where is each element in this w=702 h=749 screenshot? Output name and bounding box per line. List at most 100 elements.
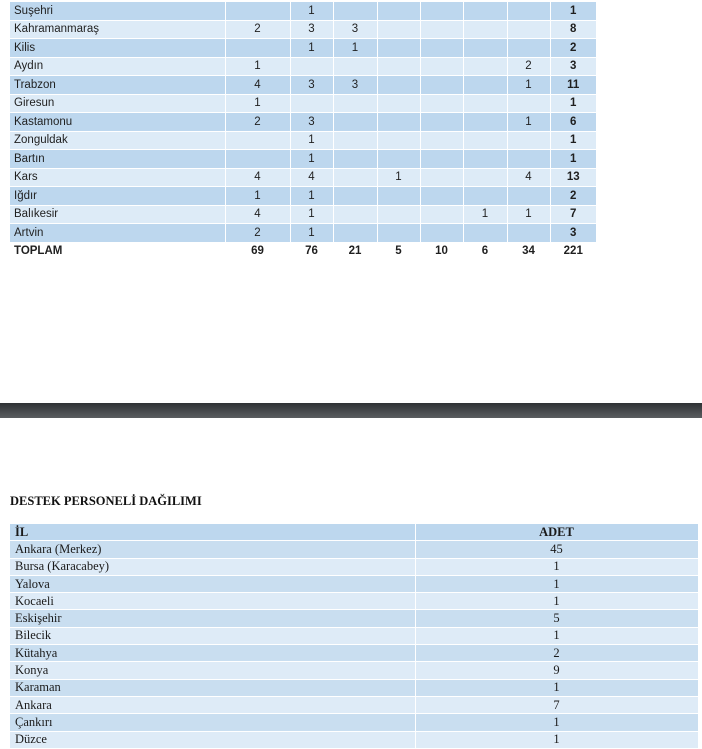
- table-row: Suşehri 1 1: [10, 2, 597, 21]
- value-cell: 1: [507, 205, 551, 224]
- count-value: 7: [415, 696, 699, 715]
- value-cell: [507, 38, 551, 58]
- table-row: Bartın 1 1: [10, 149, 597, 169]
- row-total: 1: [550, 2, 597, 21]
- total-value: 10: [420, 242, 464, 261]
- value-cell: [420, 112, 464, 132]
- total-value: 5: [377, 242, 421, 261]
- city-name: Iğdır: [10, 186, 226, 206]
- value-cell: 1: [463, 205, 508, 224]
- value-cell: [377, 57, 421, 76]
- value-cell: 2: [225, 223, 291, 243]
- value-cell: 1: [290, 223, 334, 243]
- value-cell: 1: [225, 57, 291, 76]
- table-row: Ankara (Merkez) 45: [10, 540, 699, 559]
- section-title: DESTEK PERSONELİ DAĞILIMI: [10, 494, 202, 508]
- value-cell: [333, 186, 378, 206]
- count-value: 1: [415, 731, 699, 749]
- value-cell: [333, 205, 378, 224]
- value-cell: 3: [333, 20, 378, 39]
- value-cell: [420, 168, 464, 187]
- value-cell: [377, 94, 421, 113]
- row-total: 13: [550, 168, 597, 187]
- table-row: Çankırı 1: [10, 713, 699, 732]
- value-cell: [377, 149, 421, 169]
- value-cell: [377, 131, 421, 150]
- city-name: Zonguldak: [10, 131, 226, 150]
- grand-total: 221: [550, 242, 597, 261]
- value-cell: 3: [290, 20, 334, 39]
- value-cell: [377, 223, 421, 243]
- value-cell: 2: [225, 20, 291, 39]
- count-value: 1: [415, 627, 699, 646]
- value-cell: [463, 20, 508, 39]
- value-cell: 4: [225, 205, 291, 224]
- value-cell: 1: [290, 149, 334, 169]
- value-cell: 1: [507, 112, 551, 132]
- value-cell: 1: [290, 2, 334, 21]
- table-row: Artvin 2 1 3: [10, 223, 597, 243]
- city-name: Kastamonu: [10, 112, 226, 132]
- value-cell: 3: [290, 75, 334, 95]
- city-name: Kars: [10, 168, 226, 187]
- city-name: Kütahya: [10, 644, 416, 663]
- value-cell: [377, 20, 421, 39]
- table-row: Kahramanmaraş 2 3 3 8: [10, 20, 597, 39]
- value-cell: [507, 20, 551, 39]
- value-cell: [463, 223, 508, 243]
- value-cell: [420, 38, 464, 58]
- value-cell: [225, 2, 291, 21]
- table-row: Konya 9: [10, 661, 699, 680]
- value-cell: [420, 186, 464, 206]
- value-cell: 4: [290, 168, 334, 187]
- value-cell: [333, 168, 378, 187]
- value-cell: [377, 2, 421, 21]
- table-row: Kastamonu 2 3 1 6: [10, 112, 597, 132]
- value-cell: [377, 38, 421, 58]
- city-name: Çankırı: [10, 713, 416, 732]
- count-value: 1: [415, 713, 699, 732]
- city-name: Trabzon: [10, 75, 226, 95]
- value-cell: 2: [507, 57, 551, 76]
- value-cell: [507, 186, 551, 206]
- count-value: 1: [415, 575, 699, 594]
- personnel-by-city-table: Suşehri 1 1 Kahramanmaraş 2 3 3 8 Kilis 1 1 2 Aydın 1…: [10, 2, 597, 261]
- header-il: İL: [10, 524, 416, 542]
- city-name: Düzce: [10, 731, 416, 749]
- city-name: Yalova: [10, 575, 416, 594]
- value-cell: [507, 2, 551, 21]
- row-total: 8: [550, 20, 597, 39]
- row-total: 1: [550, 94, 597, 113]
- table-row: Karaman 1: [10, 679, 699, 697]
- value-cell: 3: [290, 112, 334, 132]
- value-cell: [507, 223, 551, 243]
- value-cell: 3: [333, 75, 378, 95]
- total-value: 69: [225, 242, 291, 261]
- value-cell: [463, 75, 508, 95]
- value-cell: [463, 94, 508, 113]
- city-name: Eskişehir: [10, 609, 416, 628]
- table-row: Eskişehir 5: [10, 609, 699, 628]
- value-cell: [463, 57, 508, 76]
- table-row: Kocaeli 1: [10, 592, 699, 611]
- value-cell: [377, 75, 421, 95]
- value-cell: [507, 94, 551, 113]
- value-cell: [420, 205, 464, 224]
- value-cell: [463, 112, 508, 132]
- row-total: 1: [550, 149, 597, 169]
- row-total: 2: [550, 38, 597, 58]
- city-name: Balıkesir: [10, 205, 226, 224]
- count-value: 2: [415, 644, 699, 663]
- value-cell: [420, 2, 464, 21]
- value-cell: [420, 57, 464, 76]
- city-name: Ankara: [10, 696, 416, 715]
- value-cell: [463, 131, 508, 150]
- row-total: 3: [550, 57, 597, 76]
- table-row: Ankara 7: [10, 696, 699, 715]
- city-name: Giresun: [10, 94, 226, 113]
- table-row: Düzce 1: [10, 731, 699, 749]
- value-cell: 1: [290, 205, 334, 224]
- value-cell: [290, 94, 334, 113]
- value-cell: [333, 149, 378, 169]
- value-cell: [225, 149, 291, 169]
